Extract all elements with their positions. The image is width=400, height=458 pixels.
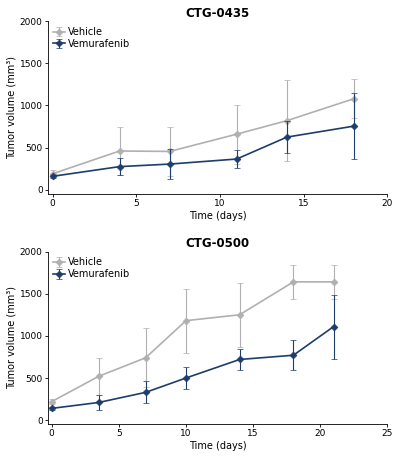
Title: CTG-0500: CTG-0500 (186, 237, 250, 251)
Y-axis label: Tumor volume (mm³): Tumor volume (mm³) (7, 56, 17, 159)
X-axis label: Time (days): Time (days) (189, 441, 246, 451)
Title: CTG-0435: CTG-0435 (185, 7, 250, 20)
X-axis label: Time (days): Time (days) (189, 211, 246, 221)
Legend: Vehicle, Vemurafenib: Vehicle, Vemurafenib (50, 253, 134, 283)
Y-axis label: Tumor volume (mm³): Tumor volume (mm³) (7, 286, 17, 389)
Legend: Vehicle, Vemurafenib: Vehicle, Vemurafenib (50, 23, 134, 53)
